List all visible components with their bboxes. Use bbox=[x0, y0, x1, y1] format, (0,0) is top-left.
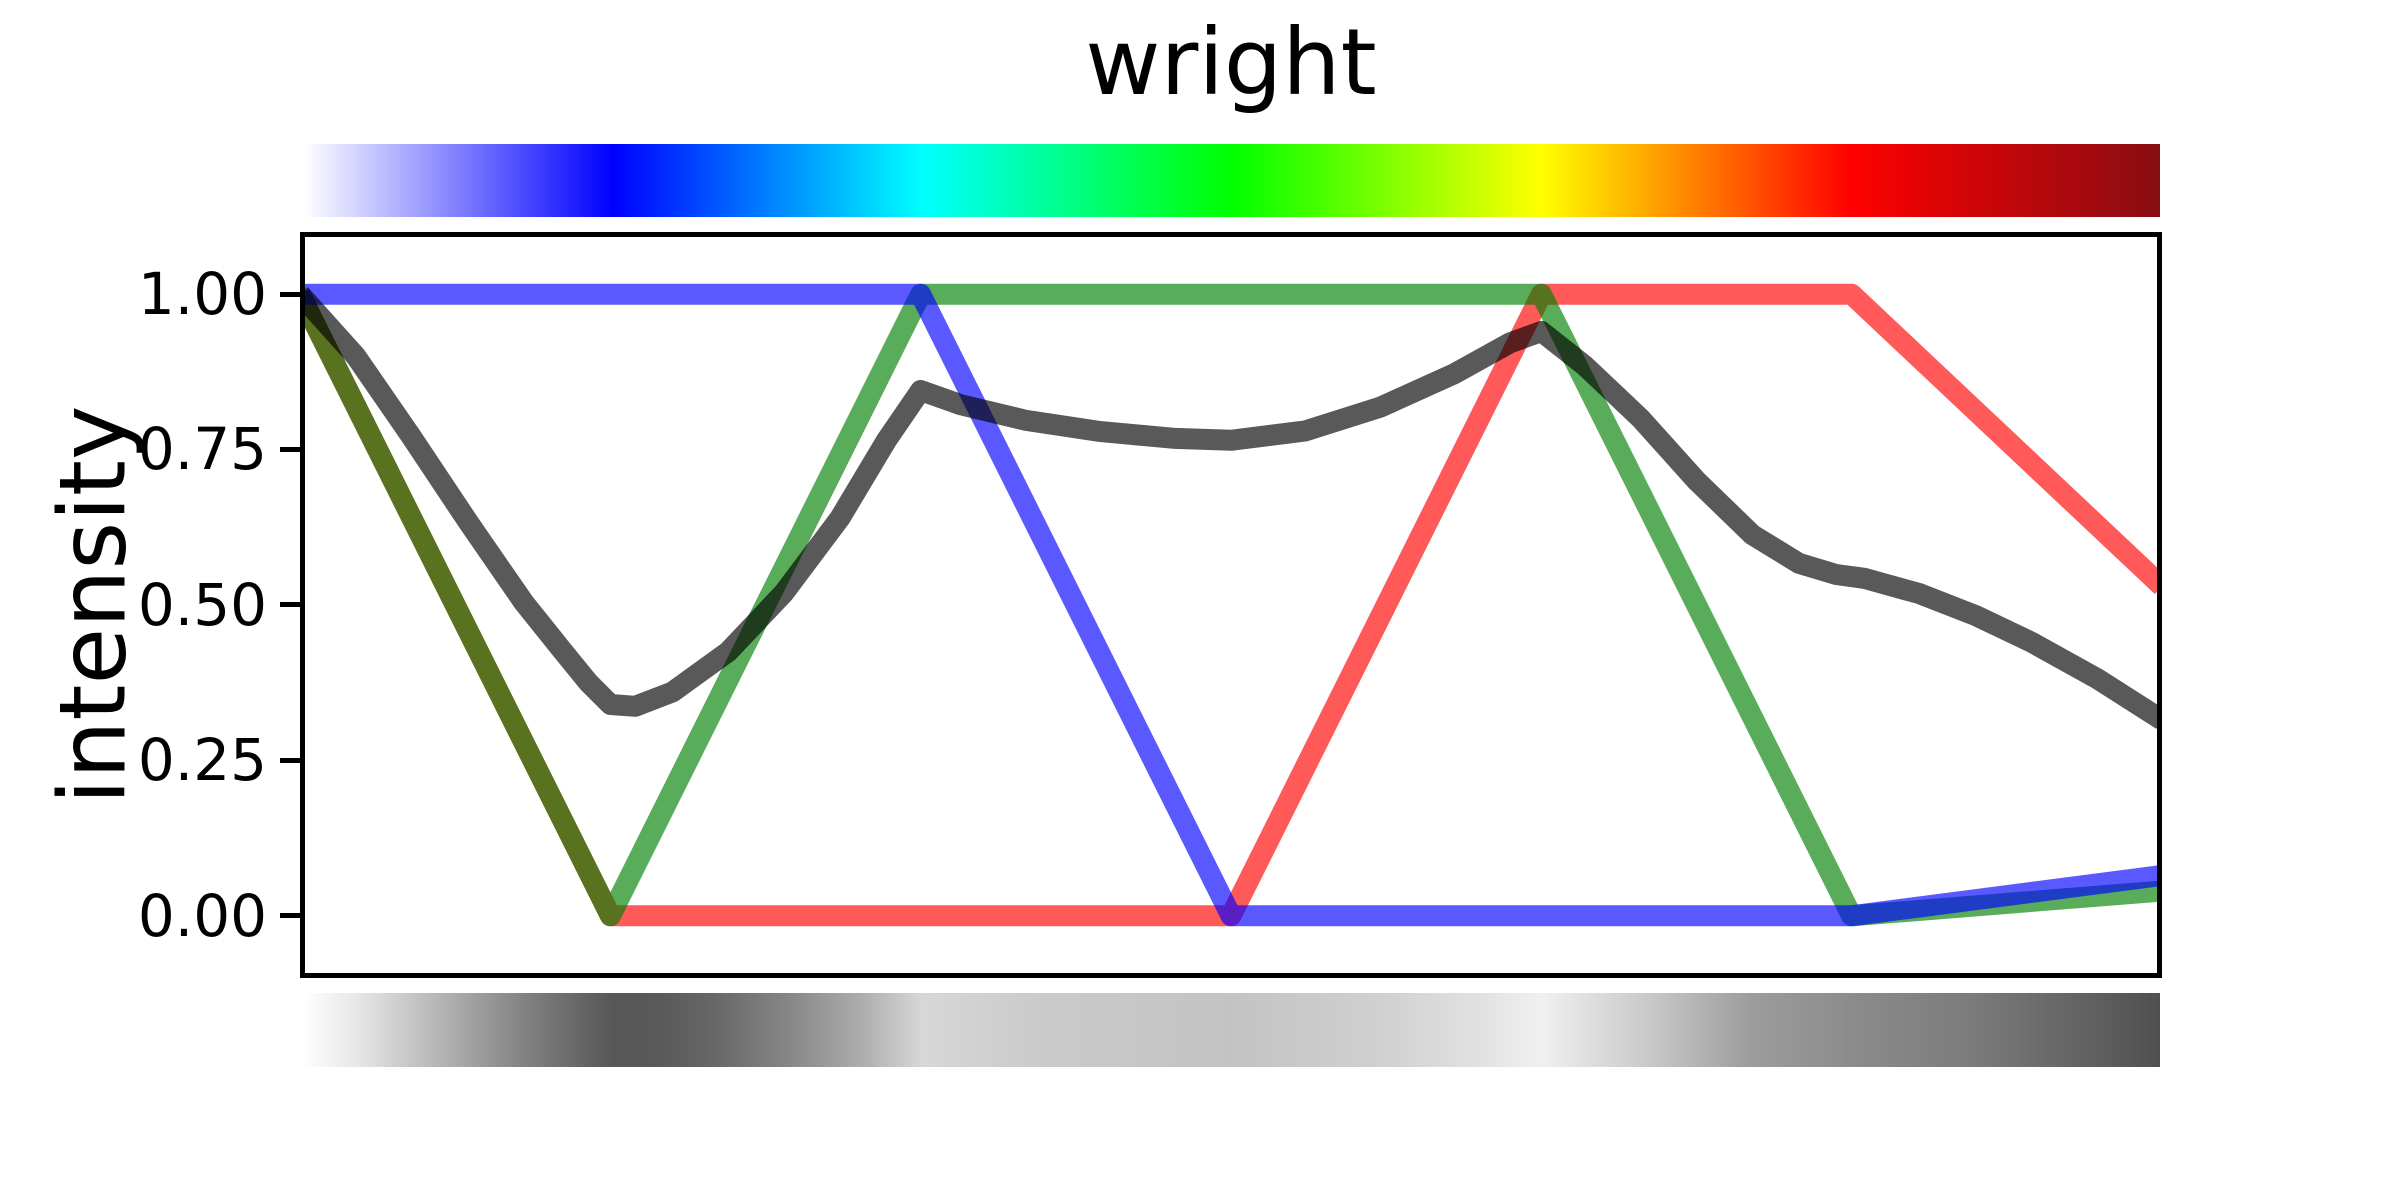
plot-svg bbox=[300, 283, 2162, 927]
y-tick-label: 0.50 bbox=[137, 571, 267, 639]
series-red-channel bbox=[300, 283, 2162, 927]
y-tick-label: 1.00 bbox=[137, 260, 267, 328]
y-axis-label: intensity bbox=[39, 405, 147, 805]
chart-title: wright bbox=[1085, 9, 1377, 116]
y-tick-mark bbox=[280, 758, 300, 763]
y-tick-label: 0.00 bbox=[137, 882, 267, 950]
y-tick-mark bbox=[280, 913, 300, 918]
series-green-channel bbox=[300, 283, 2162, 927]
y-tick-mark bbox=[280, 602, 300, 607]
y-tick-label: 0.25 bbox=[137, 726, 267, 794]
colormap-colorbar bbox=[303, 144, 2160, 217]
y-tick-mark bbox=[280, 447, 300, 452]
y-tick-label: 0.75 bbox=[137, 415, 267, 483]
y-tick-mark bbox=[280, 292, 300, 297]
series-lightness bbox=[300, 287, 2162, 729]
grayscale-colorbar bbox=[303, 993, 2160, 1067]
series-blue-channel bbox=[300, 283, 2162, 927]
